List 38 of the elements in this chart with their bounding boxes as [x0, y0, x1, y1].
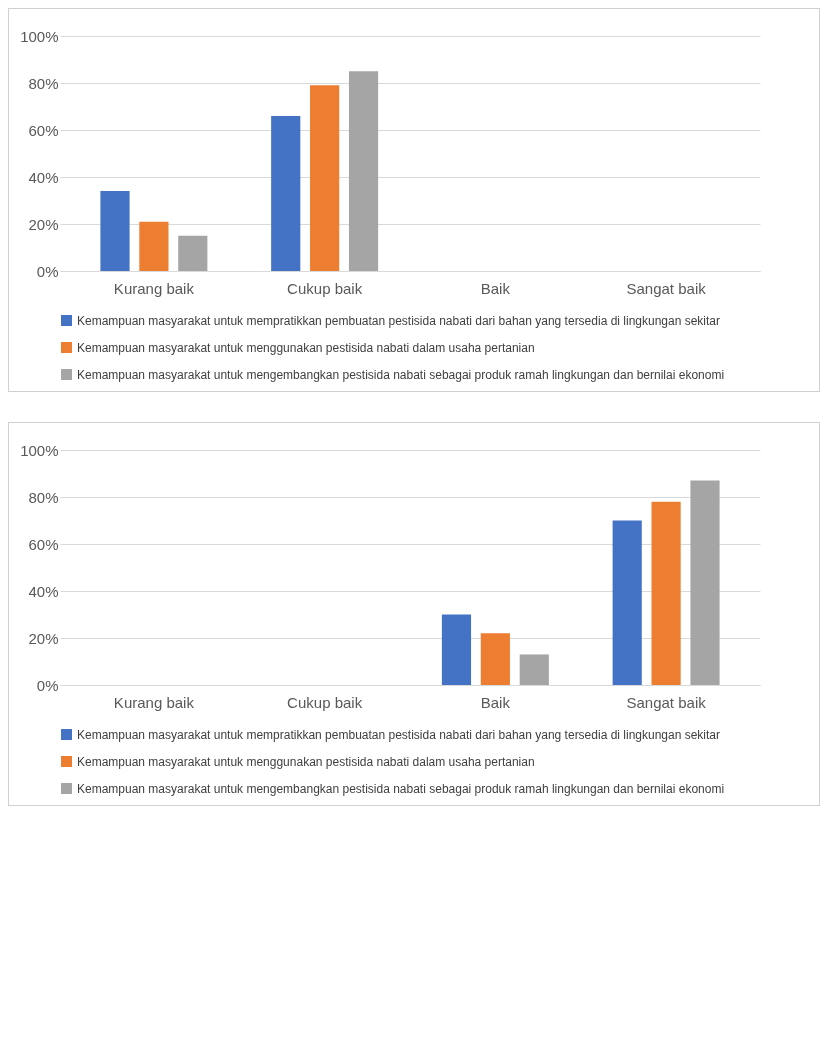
legend-label: Kemampuan masyarakat untuk mempratikkan pembuatan pestisida nabati dari bahan yang tersedia di lingkungan sekitar	[77, 313, 721, 328]
y-tick-label: 40%	[28, 582, 59, 600]
legend-label: Kemampuan masyarakat untuk mempratikkan pembuatan pestisida nabati dari bahan yang tersedia di lingkungan sekitar	[77, 727, 721, 742]
legend-label: Kemampuan masyarakat untuk menggunakan pestisida nabati dalam usaha pertanian	[77, 754, 535, 769]
x-tick-label: Kurang baik	[113, 693, 195, 711]
bar	[519, 654, 549, 685]
bar	[612, 520, 642, 685]
bar	[271, 115, 301, 271]
x-tick-label: Baik	[480, 279, 511, 297]
bar	[139, 221, 169, 271]
legend-label: Kemampuan masyarakat untuk mengembangkan pestisida nabati sebagai produk ramah lingkungan dan bernilai ekonomi	[77, 367, 725, 382]
y-tick-label: 20%	[28, 629, 59, 647]
y-tick-label: 100%	[20, 441, 59, 459]
legend-label: Kemampuan masyarakat untuk mengembangkan pestisida nabati sebagai produk ramah lingkungan dan bernilai ekonomi	[77, 781, 725, 796]
y-tick-label: 80%	[28, 74, 59, 92]
y-tick-label: 80%	[28, 488, 59, 506]
bar	[178, 235, 208, 271]
bar	[100, 191, 130, 271]
x-tick-label: Baik	[480, 693, 511, 711]
y-tick-label: 0%	[36, 262, 59, 280]
x-tick-label: Cukup baik	[287, 279, 363, 297]
y-tick-label: 60%	[28, 535, 59, 553]
y-tick-label: 100%	[20, 27, 59, 45]
bar	[690, 480, 720, 685]
bar	[651, 501, 681, 685]
y-tick-label: 40%	[28, 168, 59, 186]
y-tick-label: 20%	[28, 215, 59, 233]
x-tick-label: Sangat baik	[626, 693, 707, 711]
bar	[348, 71, 379, 271]
legend-label: Kemampuan masyarakat untuk menggunakan pestisida nabati dalam usaha pertanian	[77, 340, 535, 355]
bar	[441, 614, 472, 685]
bar	[480, 633, 510, 685]
y-tick-label: 60%	[28, 121, 59, 139]
x-tick-label: Cukup baik	[287, 693, 363, 711]
x-tick-label: Sangat baik	[626, 279, 707, 297]
bar	[310, 85, 340, 271]
x-tick-label: Kurang baik	[113, 279, 195, 297]
y-tick-label: 0%	[36, 676, 59, 694]
